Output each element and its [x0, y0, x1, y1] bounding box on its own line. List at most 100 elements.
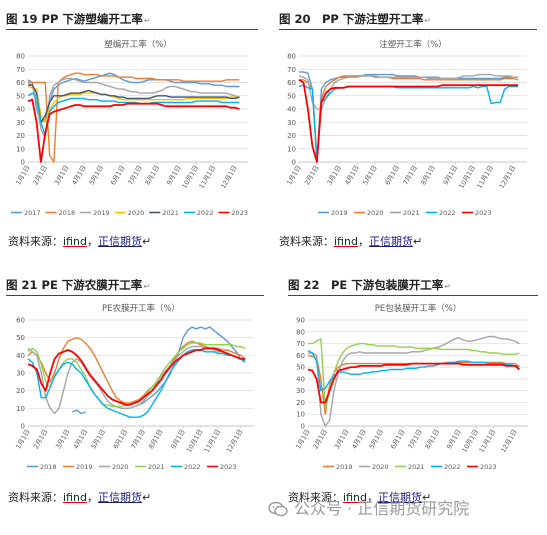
legend-label: 2022: [439, 209, 456, 217]
series-line-2019: [299, 71, 519, 160]
x-tick-label: 2月1日: [31, 164, 49, 186]
chart-title: 注塑开工率（%）: [379, 39, 447, 50]
x-tick-label: 5月1日: [361, 164, 379, 186]
x-tick-label: 7月1日: [401, 164, 419, 186]
y-tick-label: 90: [296, 317, 305, 325]
x-tick-label: 7月1日: [406, 428, 424, 450]
y-tick-label: 80: [296, 328, 305, 336]
x-tick-label: 11月1日: [475, 164, 495, 190]
x-tick-label: 3月1日: [325, 164, 343, 186]
legend-label: 2023: [231, 209, 248, 217]
y-tick-label: 60: [16, 79, 25, 87]
figure-20-source: 资料来源：ifind，正信期货↵: [279, 235, 423, 248]
series-line-2020: [308, 335, 520, 427]
source-link[interactable]: 正信期货: [97, 235, 142, 248]
x-tick-label: 5月1日: [87, 164, 105, 186]
source-link[interactable]: 正信期货: [377, 491, 422, 504]
x-tick-label: 11月1日: [203, 428, 223, 454]
legend-label: 2021: [162, 209, 179, 217]
wechat-icon: [268, 501, 288, 517]
y-tick-label: 70: [16, 66, 25, 74]
x-tick-label: 6月1日: [112, 428, 130, 450]
legend-label: 2018: [59, 209, 76, 217]
source-link[interactable]: 正信期货: [97, 491, 142, 504]
y-tick-label: 70: [287, 66, 296, 74]
chart-title: 塑编开工率（%）: [104, 39, 172, 50]
series-line-2020: [299, 75, 519, 163]
x-tick-label: 12月1日: [219, 164, 239, 190]
legend-label: 2019: [331, 209, 348, 217]
x-tick-label: 8月1日: [419, 164, 437, 186]
series-line-2022: [307, 349, 520, 392]
figure-22-title: 图 22 PE 下游包装膜开工率↵: [288, 278, 451, 292]
legend-label: 2018: [40, 463, 57, 471]
y-tick-label: 50: [287, 92, 296, 100]
y-tick-label: 20: [16, 132, 25, 140]
y-tick-label: 80: [287, 53, 296, 61]
x-tick-label: 1月1日: [285, 164, 303, 186]
figure-21-source: 资料来源：ifind，正信期货↵: [8, 491, 152, 504]
x-tick-label: 6月1日: [384, 164, 402, 186]
series-line-2023: [27, 98, 240, 163]
y-tick-label: 0: [292, 159, 296, 167]
x-tick-label: 4月1日: [70, 164, 88, 186]
x-tick-label: 4月1日: [72, 428, 90, 450]
x-tick-label: 3月1日: [333, 428, 351, 450]
x-tick-label: 9月1日: [165, 164, 183, 186]
legend-label: 2020: [128, 209, 145, 217]
y-tick-label: 50: [16, 334, 25, 342]
legend-label: 2019: [76, 463, 93, 471]
x-tick-label: 6月1日: [389, 428, 407, 450]
series-line-2023: [298, 79, 519, 163]
y-tick-label: 40: [287, 106, 296, 114]
figure-19-title: 图 19 PP 下游塑编开工率↵: [6, 12, 151, 26]
x-tick-label: 3月1日: [54, 428, 72, 450]
x-tick-label: 5月1日: [89, 428, 107, 450]
y-tick-label: 20: [296, 399, 305, 407]
figure-21-rule: [6, 295, 264, 296]
y-tick-label: 20: [16, 387, 25, 395]
x-tick-label: 12月1日: [225, 428, 245, 454]
figure-22-rule: [288, 295, 538, 296]
series-line-2022: [27, 92, 240, 137]
series-line-2017: [27, 72, 240, 123]
x-tick-label: 11月1日: [478, 428, 498, 454]
source-link[interactable]: 正信期货: [368, 235, 413, 248]
legend-label: 2021: [403, 209, 420, 217]
y-tick-label: 50: [296, 364, 305, 372]
y-tick-label: 10: [16, 145, 25, 153]
y-tick-label: 70: [296, 340, 305, 348]
chart-title: PE农膜开工率（%）: [102, 303, 180, 314]
y-tick-label: 0: [21, 423, 25, 431]
legend-label: 2019: [336, 463, 353, 471]
y-tick-label: 40: [16, 352, 25, 360]
legend-label: 2022: [444, 463, 461, 471]
legend-label: 2021: [148, 463, 165, 471]
watermark-text: 公众号 · 正信期货研究院: [294, 499, 470, 518]
series-line-2021: [308, 338, 520, 409]
series-line-2019: [27, 77, 240, 139]
legend-label: 2023: [220, 463, 237, 471]
y-tick-label: 60: [287, 79, 296, 87]
chart-pp-woven-operating-rate: 塑编开工率（%） 0 10 20 30 40 50 60 70 80 1月1日 2月1日 3月1日 4月1…: [11, 39, 248, 217]
y-tick-label: 60: [296, 352, 305, 360]
legend-label: 2020: [367, 209, 384, 217]
legend-label: 2017: [24, 209, 41, 217]
chart-pp-injection-operating-rate: 注塑开工率（%） 0 10 20 30 40 50 60 70 80 1月1日 2月1日 3月1日 4月1…: [285, 39, 527, 217]
series-line-2023: [307, 362, 520, 404]
x-tick-label: 6月1日: [109, 164, 127, 186]
y-tick-label: 30: [16, 119, 25, 127]
figure-20-rule: [279, 29, 537, 30]
series-line-2021: [28, 84, 240, 123]
y-tick-label: 30: [296, 387, 305, 395]
x-tick-label: 7月1日: [129, 428, 147, 450]
x-tick-label: 1月1日: [14, 428, 32, 450]
x-tick-label: 8月1日: [144, 164, 162, 186]
y-tick-label: 80: [16, 53, 25, 61]
legend-label: 2023: [480, 463, 497, 471]
series-line-2018: [72, 326, 246, 415]
y-tick-label: 60: [16, 317, 25, 325]
y-tick-label: 0: [21, 159, 25, 167]
x-tick-label: 5月1日: [367, 428, 385, 450]
x-tick-label: 2月1日: [311, 428, 329, 450]
